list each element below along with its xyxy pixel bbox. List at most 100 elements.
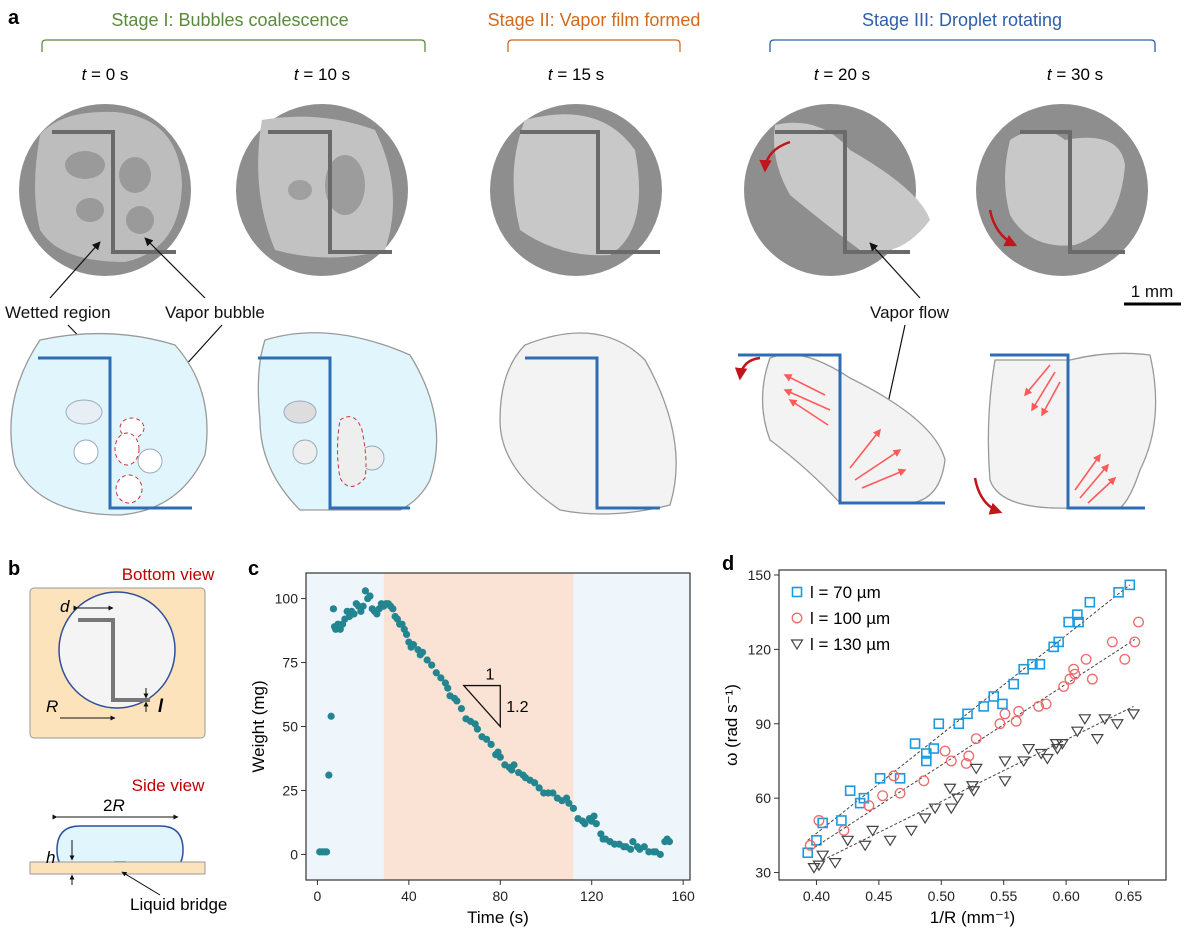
plot-frame — [778, 569, 1167, 881]
data-point — [812, 860, 826, 872]
legend-marker — [791, 586, 803, 598]
electrode-shape — [78, 618, 150, 702]
data-point — [945, 755, 957, 767]
data-point — [402, 630, 411, 639]
x-tick-label: 0.50 — [928, 888, 955, 904]
data-point — [894, 787, 906, 799]
data-point — [423, 656, 431, 664]
y-tick-label: 30 — [755, 865, 771, 881]
data-point — [953, 718, 965, 730]
droplet-outline — [58, 591, 176, 709]
data-point — [1073, 616, 1084, 628]
data-point — [888, 770, 900, 782]
data-point — [962, 708, 973, 720]
data-point — [1086, 673, 1098, 685]
vapor-flow-label: Vapor flow — [870, 303, 950, 322]
photo-t30 — [976, 104, 1148, 276]
x-tick-label: 120 — [580, 888, 604, 904]
data-point — [1055, 739, 1069, 750]
time-label: t = 0 s — [82, 65, 129, 84]
data-point — [998, 776, 1012, 787]
data-point — [960, 757, 972, 769]
shaded-region — [573, 573, 690, 880]
stage-1-label: Stage I: Bubbles coalescence — [111, 10, 348, 30]
data-point — [1090, 734, 1104, 745]
data-point — [838, 824, 850, 836]
data-point — [482, 735, 491, 743]
x-tick-label: 0.45 — [865, 888, 892, 904]
rotation-arrow-icon — [988, 209, 1018, 247]
weight-chart: 1 1.2 0 40 80 120 160 0 25 50 75 100 Time (s) Weight … — [249, 572, 695, 927]
data-point — [322, 848, 331, 856]
data-point — [863, 800, 875, 812]
x-tick-label: 0.60 — [1053, 888, 1080, 904]
data-point — [811, 835, 822, 846]
fit-line — [809, 639, 1136, 851]
stage-2-bracket — [507, 39, 681, 52]
data-point — [970, 733, 982, 745]
x-tick-label: 0.55 — [990, 888, 1017, 904]
stage-2-label: Stage II: Vapor film formed — [488, 10, 701, 30]
data-point — [569, 804, 578, 812]
data-point — [807, 863, 821, 874]
data-point — [1126, 709, 1141, 720]
data-point — [877, 790, 889, 802]
data-point — [802, 847, 814, 859]
data-point — [950, 793, 965, 805]
data-point — [473, 725, 482, 733]
data-point — [1040, 698, 1052, 710]
data-point — [549, 789, 557, 797]
data-point — [325, 771, 333, 779]
data-point — [327, 712, 335, 720]
legend-marker — [790, 639, 804, 651]
data-point — [1017, 756, 1031, 768]
data-point — [1053, 636, 1064, 648]
data-point — [933, 718, 945, 730]
data-point — [841, 835, 855, 847]
legend-label: l = 130 µm — [810, 635, 890, 654]
substrate-side — [29, 861, 206, 875]
time-value: = 20 s — [819, 65, 871, 84]
panel-label-c: c — [248, 558, 259, 580]
panel-label-b: b — [8, 558, 20, 580]
slope-triangle — [462, 684, 501, 729]
stage-3-label: Stage III: Droplet rotating — [862, 10, 1062, 30]
time-label: t = 15 s — [548, 65, 604, 84]
data-point — [1129, 636, 1141, 648]
data-point — [874, 773, 886, 784]
data-point — [1034, 658, 1046, 670]
data-point — [904, 825, 918, 837]
y-tick-label: 150 — [748, 567, 772, 583]
photo-t0 — [19, 104, 191, 276]
data-point — [1063, 616, 1074, 628]
data-point — [894, 773, 906, 784]
data-point — [626, 845, 635, 853]
panel-label-d: d — [722, 553, 734, 575]
data-point — [640, 843, 648, 851]
y-tick-label: 60 — [755, 790, 771, 806]
schematic-t30 — [973, 352, 1157, 515]
panel-label-a: a — [8, 7, 20, 29]
x-tick-label: 40 — [401, 888, 417, 904]
data-point — [1084, 596, 1096, 608]
data-point — [918, 813, 932, 825]
photo-t20 — [744, 104, 930, 276]
data-point — [883, 835, 897, 847]
fit-line — [807, 584, 1131, 841]
slope-rise-label: 1.2 — [506, 699, 528, 716]
data-point — [836, 815, 847, 826]
legend-marker — [791, 612, 803, 624]
fit-line — [822, 705, 1134, 861]
data-point — [858, 840, 872, 852]
data-point — [1124, 579, 1136, 591]
data-point — [1040, 753, 1054, 765]
time-label: t = 10 s — [294, 65, 350, 84]
data-point — [592, 820, 600, 828]
time-var: t — [82, 65, 88, 84]
time-value: = 15 s — [553, 65, 605, 84]
schematic-t0 — [10, 332, 208, 516]
data-point — [1113, 587, 1124, 598]
data-point — [535, 784, 543, 792]
data-point — [1119, 653, 1131, 665]
